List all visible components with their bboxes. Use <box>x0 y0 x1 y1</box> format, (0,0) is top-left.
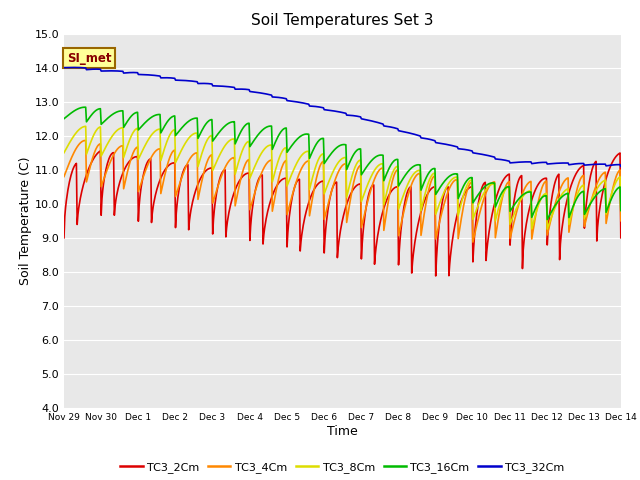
X-axis label: Time: Time <box>327 425 358 438</box>
Text: SI_met: SI_met <box>67 52 111 65</box>
Title: Soil Temperatures Set 3: Soil Temperatures Set 3 <box>251 13 434 28</box>
Legend: TC3_2Cm, TC3_4Cm, TC3_8Cm, TC3_16Cm, TC3_32Cm: TC3_2Cm, TC3_4Cm, TC3_8Cm, TC3_16Cm, TC3… <box>116 457 569 477</box>
Y-axis label: Soil Temperature (C): Soil Temperature (C) <box>19 156 31 285</box>
